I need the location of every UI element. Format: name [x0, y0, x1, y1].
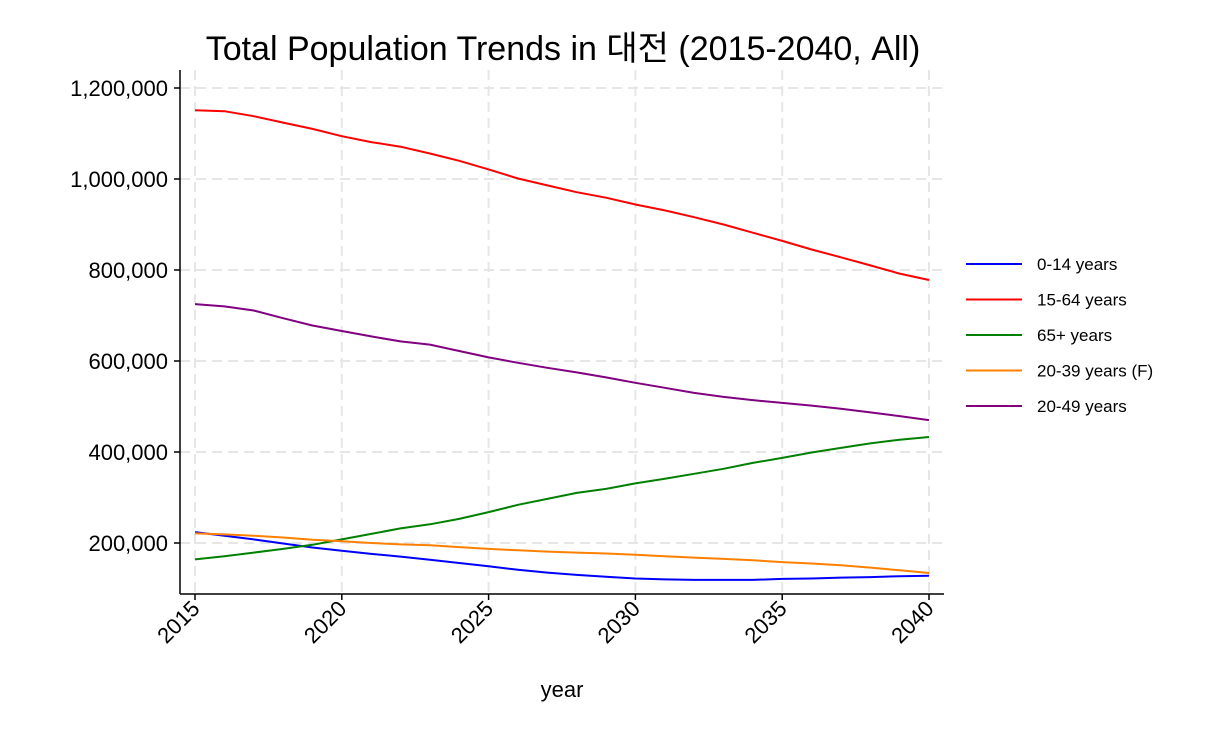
- x-tick-label: 2020: [299, 596, 351, 648]
- series-line: [194, 303, 930, 422]
- legend-label: 65+ years: [1037, 326, 1112, 345]
- legend-label: 20-49 years: [1037, 397, 1127, 416]
- y-tick-label: 1,000,000: [70, 167, 168, 192]
- legend-item: 15-64 years: [966, 291, 1127, 310]
- legend-label: 15-64 years: [1037, 291, 1127, 310]
- y-tick-label: 600,000: [88, 349, 168, 374]
- x-tick-label: 2015: [152, 596, 204, 648]
- x-tick-label: 2040: [886, 596, 938, 648]
- legend-item: 0-14 years: [966, 255, 1117, 274]
- series-line: [194, 532, 930, 574]
- legend: 0-14 years 15-64 years 65+ years 20-39 year…: [966, 255, 1153, 416]
- series-line: [194, 531, 930, 581]
- y-tick-label: 400,000: [88, 440, 168, 465]
- grid-lines: [180, 70, 944, 594]
- y-tick-label: 800,000: [88, 258, 168, 283]
- series-line: [194, 109, 930, 281]
- y-tick-label: 1,200,000: [70, 76, 168, 101]
- y-axis: 200,000 400,000 600,000 800,000 1,000,000 1,2…: [70, 70, 181, 594]
- y-tick-label: 200,000: [88, 531, 168, 556]
- legend-item: 20-39 years (F): [966, 362, 1153, 381]
- x-tick-label: 2035: [739, 596, 791, 648]
- x-tick-label: 2025: [446, 596, 498, 648]
- x-axis: 2015 2020 2025 2030 2035 2040: [152, 593, 944, 648]
- series-line: [194, 436, 930, 561]
- x-axis-label: year: [541, 677, 584, 702]
- x-tick-label: 2030: [593, 596, 645, 648]
- plot-series: [194, 109, 930, 581]
- legend-label: 20-39 years (F): [1037, 362, 1153, 381]
- chart-title: Total Population Trends in 대전 (2015-2040…: [206, 30, 921, 68]
- legend-item: 20-49 years: [966, 397, 1127, 416]
- legend-item: 65+ years: [966, 326, 1112, 345]
- legend-label: 0-14 years: [1037, 255, 1117, 274]
